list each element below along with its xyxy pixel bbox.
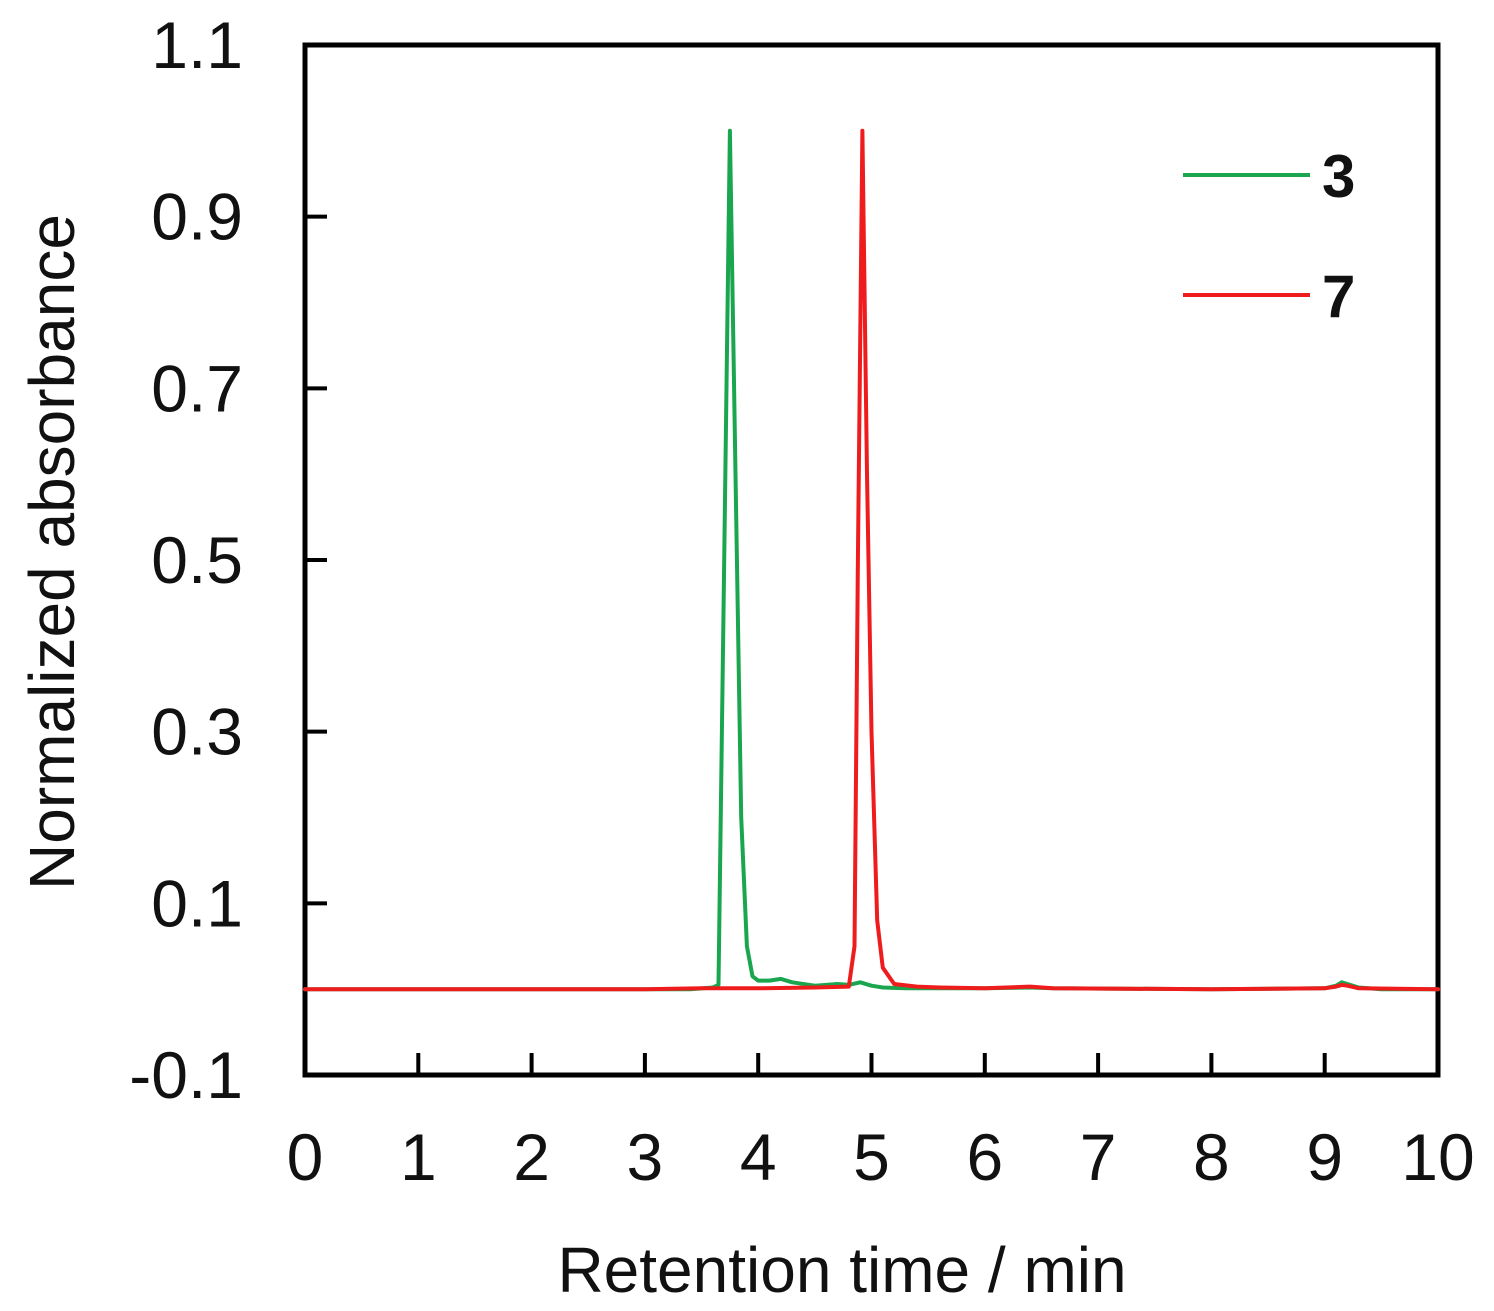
- y-tick-label: 0.9: [151, 180, 243, 254]
- legend: 37: [1183, 143, 1355, 330]
- plot-frame: [302, 42, 1441, 1078]
- x-tick-label: 2: [513, 1120, 550, 1194]
- x-tick-label: 7: [1080, 1120, 1117, 1194]
- y-tick-label: 0.5: [151, 523, 243, 597]
- y-tick-label: -0.1: [129, 1038, 243, 1112]
- x-tick-label: 3: [627, 1120, 664, 1194]
- x-tick-label: 5: [853, 1120, 890, 1194]
- tick-marks: [305, 214, 1327, 1075]
- series-line-3: [303, 128, 1440, 992]
- legend-label-3: 3: [1322, 143, 1355, 210]
- y-axis-title: Normalized absorbance: [16, 214, 88, 890]
- y-tick-label: 0.1: [151, 866, 243, 940]
- y-tick-label: 0.3: [151, 695, 243, 769]
- y-tick-label: 1.1: [151, 8, 243, 82]
- y-tick-label: 0.7: [151, 351, 243, 425]
- x-tick-label: 4: [740, 1120, 777, 1194]
- x-tick-label: 10: [1401, 1120, 1474, 1194]
- x-tick-label: 8: [1193, 1120, 1230, 1194]
- x-tick-label: 1: [400, 1120, 437, 1194]
- x-axis-title: Retention time / min: [557, 1234, 1126, 1306]
- legend-label-7: 7: [1322, 263, 1355, 330]
- series-line-7: [303, 128, 1440, 992]
- x-tick-label: 9: [1306, 1120, 1343, 1194]
- x-tick-label: 0: [287, 1120, 324, 1194]
- series-layer: [303, 128, 1440, 992]
- tick-labels: 0 1 2 3 4 5 6 7 8 9 10 -0.1 0.1 0.3 0.5 0.7 0.9 1.1: [129, 8, 1474, 1194]
- x-tick-label: 6: [966, 1120, 1003, 1194]
